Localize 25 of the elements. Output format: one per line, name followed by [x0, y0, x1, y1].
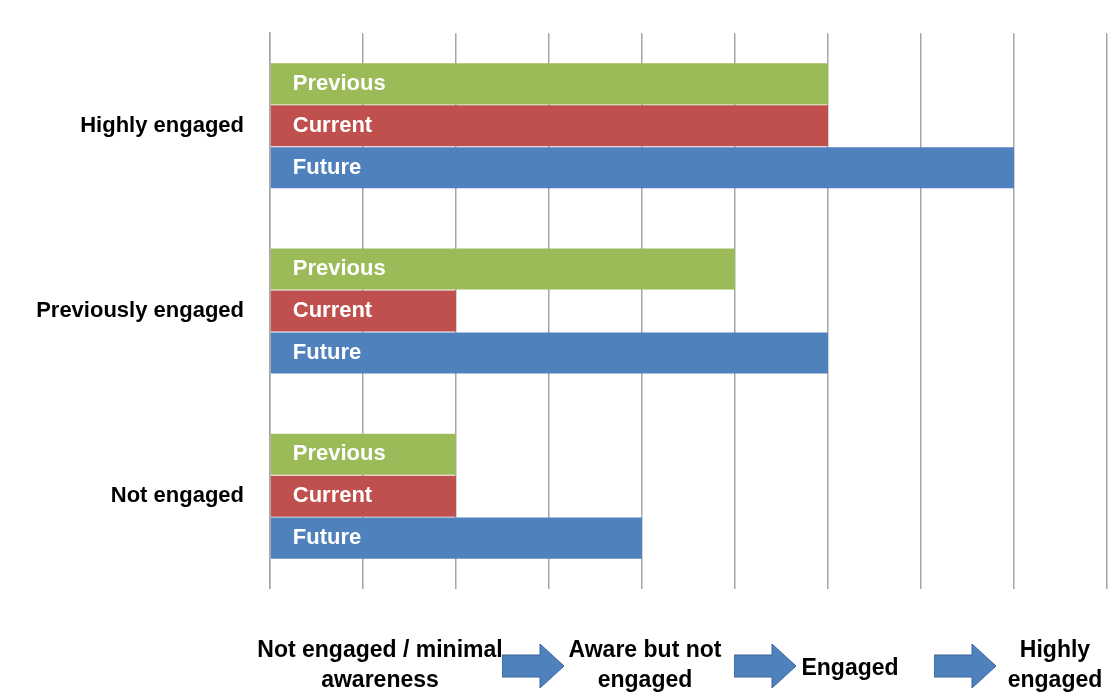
bar	[270, 147, 1014, 189]
text: Engaged	[800, 653, 900, 682]
bar	[270, 105, 828, 147]
text: Future	[292, 339, 362, 365]
bar	[270, 290, 456, 332]
bar	[270, 433, 456, 475]
text: Highly engaged	[1006, 635, 1104, 694]
text: Aware but not engaged	[567, 635, 723, 694]
text: Previous	[292, 440, 386, 466]
bar	[270, 517, 642, 559]
text: Current	[292, 482, 373, 508]
y-tick-label: Not engaged	[110, 482, 244, 508]
series-label: Current	[292, 111, 373, 137]
bar	[270, 332, 828, 374]
bar	[270, 475, 456, 517]
series-label: Previous	[292, 69, 386, 95]
bar	[270, 63, 828, 105]
text: Previous	[292, 255, 386, 281]
series-label: Future	[292, 153, 362, 179]
text: Current	[292, 297, 373, 323]
y-tick-label: Previously engaged	[36, 297, 244, 323]
bar	[270, 248, 735, 290]
text: Not engaged / minimal awareness	[256, 635, 504, 694]
y-tick-label: Highly engaged	[80, 111, 244, 137]
text: Future	[292, 524, 362, 550]
